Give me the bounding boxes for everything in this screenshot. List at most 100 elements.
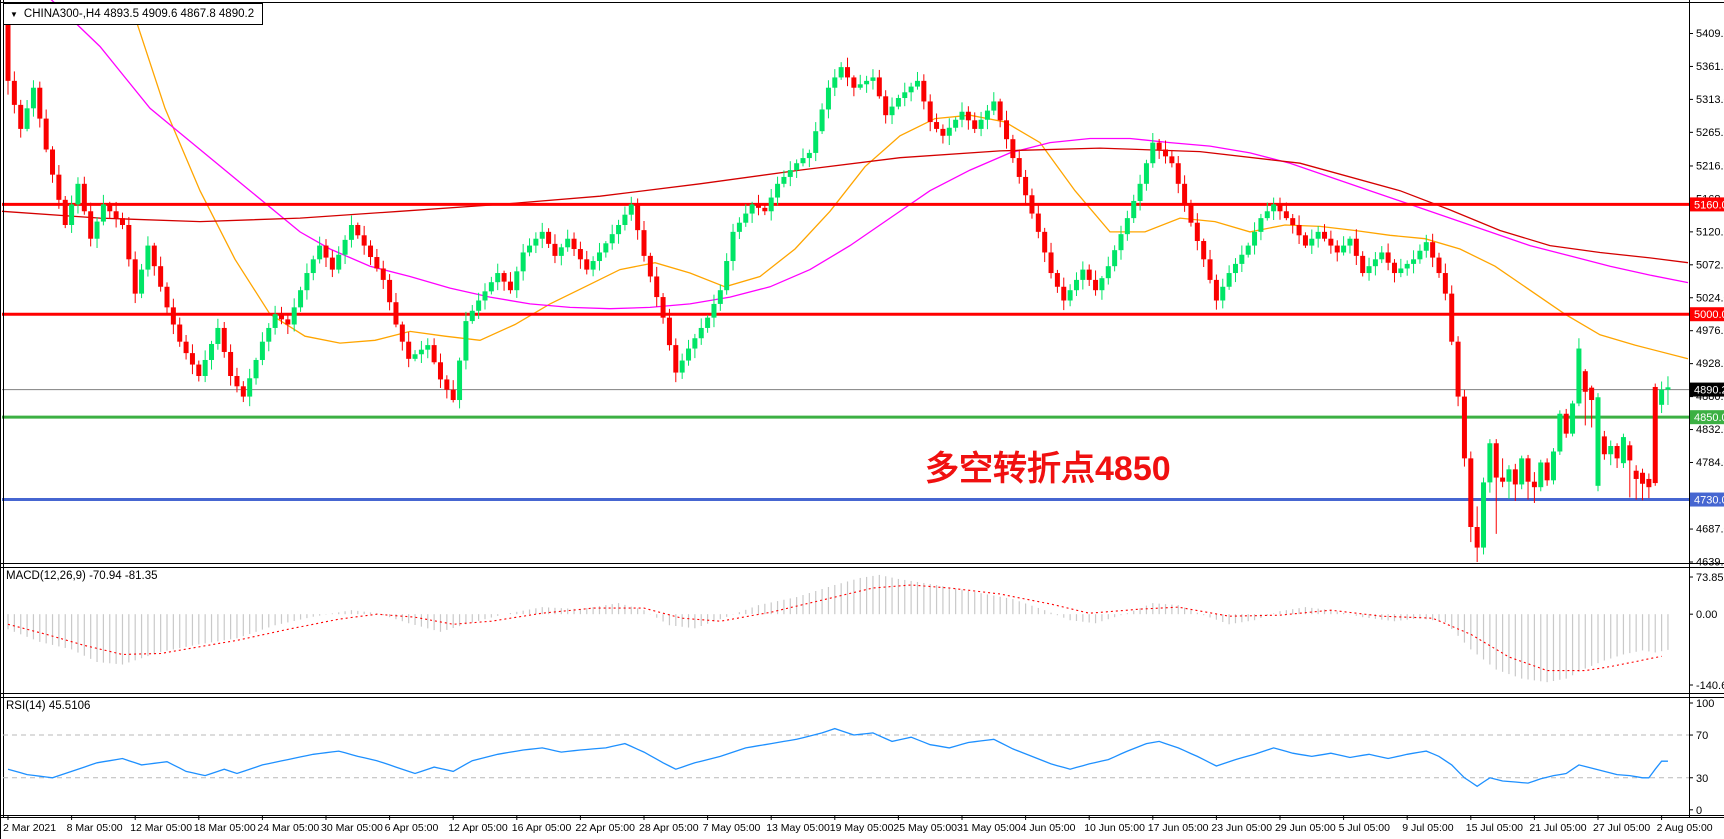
candle-body (221, 327, 227, 352)
candle-body (310, 259, 316, 274)
price-tag-4850.0 (1690, 410, 1724, 425)
candle-body (1093, 279, 1099, 291)
candle-body (1589, 387, 1595, 401)
candle-body (1035, 213, 1041, 232)
candle-body (730, 231, 736, 262)
candle-body (895, 98, 901, 107)
candle-body (762, 207, 768, 212)
price-tag-text: 5160.0 (1694, 199, 1724, 211)
candle-body (845, 67, 851, 78)
time-tick-label: 31 May 05:00 (957, 822, 1021, 834)
candle-body (1449, 293, 1455, 342)
price-tag-5160.0 (1690, 197, 1724, 212)
candle-body (1391, 262, 1397, 274)
candle-body (100, 204, 106, 222)
candle-body (450, 389, 456, 401)
candle-body (291, 307, 297, 325)
candle-body (209, 343, 215, 360)
candle-body (711, 303, 717, 318)
candle-body (1054, 273, 1060, 287)
candle-body (851, 77, 857, 88)
candle-body (743, 213, 749, 223)
candle-body (1264, 211, 1270, 219)
candle-body (1322, 231, 1328, 239)
time-tick-label: 18 Mar 05:00 (194, 822, 256, 834)
candle-body (1105, 266, 1111, 279)
symbol-title-bar[interactable]: ▼ CHINA300-,H4 4893.5 4909.6 4867.8 4890… (3, 3, 264, 25)
candle-body (673, 345, 679, 373)
candles-layer (5, 6, 1671, 562)
time-tick-label: 23 Jun 05:00 (1211, 822, 1272, 834)
candle-body (1665, 387, 1671, 390)
candle-body (1252, 231, 1258, 246)
candle-body (686, 348, 692, 361)
candle-body (1640, 472, 1646, 484)
candle-body (1232, 263, 1238, 274)
chevron-down-icon[interactable]: ▼ (10, 9, 18, 19)
candle-body (921, 80, 927, 102)
candle-body (1601, 436, 1607, 455)
candle-body (119, 218, 125, 225)
candle-body (88, 211, 94, 239)
candle-body (1614, 446, 1620, 459)
candle-body (488, 282, 494, 292)
time-tick-label: 25 May 05:00 (893, 822, 957, 834)
time-tick-label: 21 Jul 05:00 (1529, 822, 1586, 834)
candle-body (1061, 286, 1067, 301)
candle-body (482, 291, 488, 301)
candle-body (616, 224, 622, 235)
time-tick-label: 17 Jun 05:00 (1148, 822, 1209, 834)
candle-body (418, 349, 424, 355)
candle-body (1207, 259, 1213, 280)
candle-body (1398, 268, 1404, 274)
candle-body (342, 239, 348, 255)
candle-body (1277, 204, 1283, 212)
candle-body (857, 84, 863, 88)
candle-body (336, 254, 342, 270)
candle-body (1353, 238, 1359, 256)
candle-body (43, 118, 49, 150)
rsi-panel: 100 70 30 0 (3, 698, 1714, 817)
candle-body (959, 111, 965, 120)
time-tick-label: 19 May 05:00 (830, 822, 894, 834)
candle-body (1512, 469, 1518, 485)
candle-body (170, 307, 176, 325)
candle-body (1048, 252, 1054, 274)
candle-body (126, 224, 132, 260)
candle-body (1411, 259, 1417, 264)
candle-body (546, 231, 552, 244)
price-tick-label: 5216.0 (1696, 160, 1724, 172)
candle-body (1220, 286, 1226, 301)
time-tick-label: 15 Jul 05:00 (1466, 822, 1523, 834)
candle-body (1042, 231, 1048, 253)
time-tick-label: 8 Mar 05:00 (67, 822, 123, 834)
candle-body (1646, 478, 1652, 488)
candle-body (62, 199, 68, 225)
candle-body (1519, 458, 1525, 485)
candle-body (399, 324, 405, 342)
time-axis: 2 Mar 2021 8 Mar 05:00 12 Mar 05:00 18 Mar … (3, 816, 1713, 834)
candle-body (1283, 211, 1289, 219)
price-tick-label: 5120.0 (1696, 226, 1724, 238)
time-tick-label: 12 Apr 05:00 (448, 822, 508, 834)
candle-body (635, 204, 641, 231)
candle-body (50, 149, 56, 175)
macd-signal-line (7, 584, 1662, 672)
candle-body (298, 290, 304, 308)
candle-body (457, 360, 463, 401)
candle-body (1442, 273, 1448, 294)
candle-body (368, 245, 374, 258)
rsi-tick-label: 70 (1696, 730, 1708, 742)
candle-body (552, 243, 558, 256)
candle-body (1194, 222, 1200, 242)
candle-body (189, 353, 195, 365)
candle-body (1417, 250, 1423, 260)
candle-body (1360, 255, 1366, 274)
price-tag-text: 4730.0 (1694, 495, 1724, 507)
candle-body (253, 359, 259, 379)
candle-body (876, 77, 882, 97)
candle-body (431, 345, 437, 363)
candle-body (113, 211, 119, 219)
